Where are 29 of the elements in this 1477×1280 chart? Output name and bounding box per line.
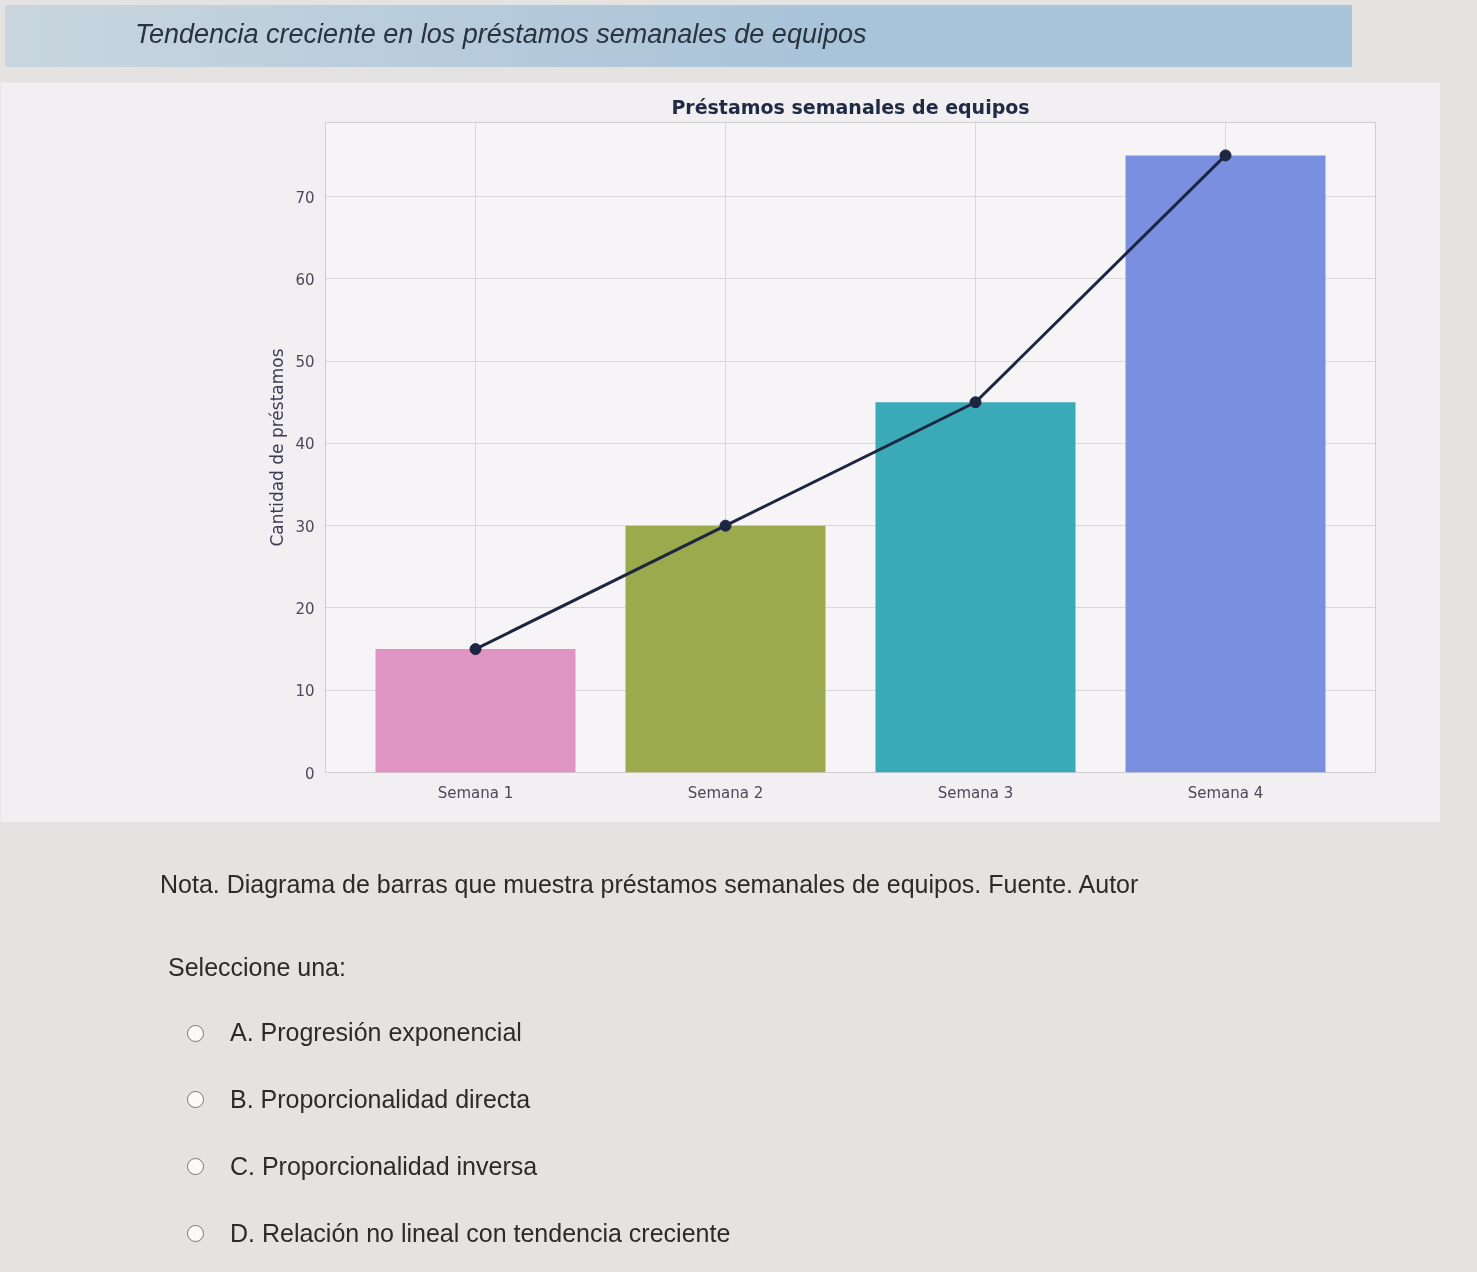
y-tick-label: 20 <box>295 599 315 618</box>
text: B. Proporcionalidad directa <box>230 1084 531 1116</box>
point <box>1219 149 1232 162</box>
y-tick-label: 30 <box>295 517 315 536</box>
chart-title: Tendencia creciente en los préstamos semanales de equipos <box>5 5 1352 67</box>
point <box>719 519 732 532</box>
y-tick-label: 70 <box>295 188 315 207</box>
y-tick-label: 50 <box>295 353 315 372</box>
x-tick-label: Semana 1 <box>437 783 514 802</box>
x-tick-label: Semana 2 <box>687 783 764 802</box>
text: A. Progresión exponencial <box>230 1017 522 1049</box>
y-tick-label: 10 <box>295 682 315 701</box>
bar <box>875 402 1076 773</box>
y-axis-title: Cantidad de préstamos <box>267 348 288 547</box>
bar <box>1125 155 1326 773</box>
text: Seleccione una: <box>168 951 347 983</box>
x-tick-label: Semana 3 <box>937 783 1014 802</box>
bar <box>625 525 826 773</box>
y-tick-label: 0 <box>304 764 315 783</box>
x-tick-label: Semana 4 <box>1187 783 1264 802</box>
point <box>969 396 982 409</box>
text: D. Relación no lineal con tendencia creciente <box>230 1217 731 1249</box>
text: Nota. Diagrama de barras que muestra préstamos semanales de equipos. Fuente. Autor <box>160 869 1139 900</box>
text: C. Proporcionalidad inversa <box>230 1150 538 1182</box>
chart-subtitle: Préstamos semanales de equipos <box>671 95 1030 118</box>
y-tick-label: 60 <box>295 270 315 289</box>
point <box>469 643 482 656</box>
y-tick-label: 40 <box>295 435 315 454</box>
bar <box>375 649 576 773</box>
